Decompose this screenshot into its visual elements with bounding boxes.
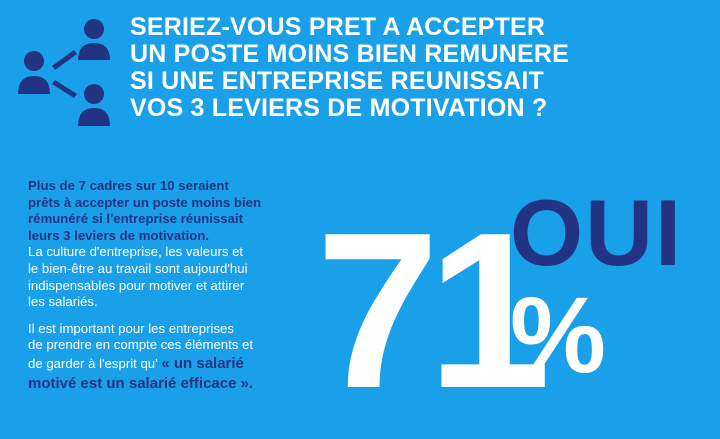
headline-line: VOS 3 LEVIERS DE MOTIVATION ? (130, 94, 548, 122)
percent-sign: % (510, 274, 607, 395)
intro-line: Plus de 7 cadres sur 10 seraient (28, 178, 229, 193)
culture-line: les salariés. (28, 294, 98, 310)
stat-answer: OUI (510, 180, 684, 285)
quote-text: motivé est un salarié efficace ». (28, 374, 254, 392)
stat-value: 71 (316, 187, 551, 435)
intro-line: prêts à accepter un poste moins bien (28, 194, 262, 210)
people-network-icon (14, 16, 114, 128)
headline: SERIEZ-VOUS PRET A ACCEPTER UN POSTE MOI… (130, 14, 710, 122)
importance-line: de prendre en compte ces éléments et (28, 337, 254, 353)
headline-line: SERIEZ-VOUS PRET A ACCEPTER (130, 13, 546, 41)
importance-line: de garder à l'esprit qu' (28, 355, 158, 371)
headline-line: UN POSTE MOINS BIEN REMUNERE (130, 40, 569, 68)
culture-line: le bien-être au travail sont aujourd'hui (28, 260, 248, 276)
intro-line: rémunéré si l'entreprise réunissait (28, 211, 243, 227)
importance-line: Il est important pour les entreprises (28, 320, 234, 336)
body-text: Plus de 7 cadres sur 10 seraient prêts à… (28, 178, 328, 394)
culture-paragraph: La culture d'entreprise, les valeurs et … (28, 244, 328, 310)
importance-paragraph: Il est important pour les entreprises de… (28, 321, 328, 394)
intro-line: leurs 3 leviers de motivation. (28, 227, 210, 243)
culture-line: La culture d'entreprise, les valeurs et (28, 244, 244, 260)
culture-line: indispensables pour motiver et attirer (28, 277, 245, 293)
intro-paragraph: Plus de 7 cadres sur 10 seraient prêts à… (28, 178, 328, 244)
headline-line: SI UNE ENTREPRISE REUNISSAIT (130, 67, 544, 95)
quote-text: « un salarié (161, 354, 244, 372)
